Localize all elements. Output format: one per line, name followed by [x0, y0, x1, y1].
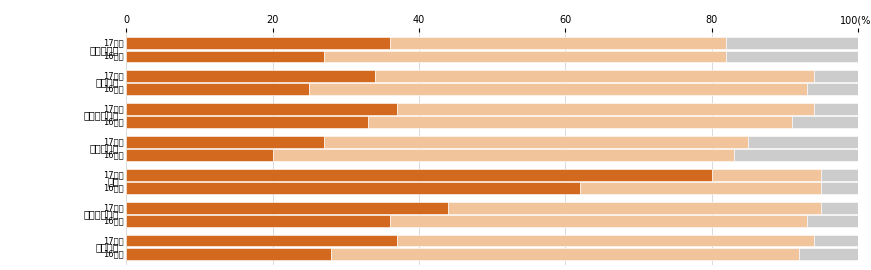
Bar	[580, 182, 821, 194]
Bar	[807, 215, 858, 227]
Bar	[126, 202, 449, 214]
Text: サービス: サービス	[96, 242, 119, 252]
Text: 機械器具製造: 機械器具製造	[84, 110, 119, 121]
Bar	[331, 248, 800, 260]
Bar	[126, 136, 324, 148]
Bar	[126, 83, 309, 95]
Text: 商社・流通: 商社・流通	[90, 143, 119, 154]
Text: 16年度: 16年度	[104, 52, 124, 61]
Bar	[368, 116, 792, 128]
Bar	[309, 83, 807, 95]
Text: 16年度: 16年度	[104, 151, 124, 160]
Text: 17年度: 17年度	[104, 236, 124, 245]
Bar	[449, 202, 821, 214]
Bar	[126, 70, 375, 82]
Text: 17年度: 17年度	[104, 39, 124, 48]
Bar	[126, 149, 273, 161]
Text: 17年度: 17年度	[104, 72, 124, 80]
Bar	[126, 182, 580, 194]
Bar	[397, 103, 814, 115]
Bar	[324, 136, 748, 148]
Text: 社会インフラ: 社会インフラ	[84, 209, 119, 219]
Bar	[792, 116, 858, 128]
Text: 16年度: 16年度	[104, 249, 124, 258]
Bar	[126, 248, 331, 260]
Bar	[126, 235, 397, 247]
Bar	[814, 235, 858, 247]
Bar	[712, 169, 821, 181]
Bar	[324, 50, 726, 62]
Bar	[126, 37, 389, 49]
Text: 16年度: 16年度	[104, 85, 124, 94]
Bar	[821, 202, 858, 214]
Text: 17年度: 17年度	[104, 170, 124, 179]
Bar	[273, 149, 733, 161]
Bar	[726, 50, 858, 62]
Text: 金融: 金融	[107, 176, 119, 187]
Bar	[126, 215, 389, 227]
Text: 16年度: 16年度	[104, 118, 124, 127]
Bar	[807, 83, 858, 95]
Bar	[126, 116, 368, 128]
Bar	[397, 235, 814, 247]
Text: 17年度: 17年度	[104, 203, 124, 212]
Bar	[726, 37, 858, 49]
Text: 16年度: 16年度	[104, 217, 124, 225]
Text: 素材製造: 素材製造	[96, 78, 119, 88]
Bar	[800, 248, 858, 260]
Bar	[821, 169, 858, 181]
Text: 17年度: 17年度	[104, 137, 124, 146]
Bar	[389, 37, 726, 49]
Bar	[126, 169, 712, 181]
Bar	[389, 215, 807, 227]
Bar	[126, 50, 324, 62]
Bar	[814, 103, 858, 115]
Bar	[126, 103, 397, 115]
Bar	[821, 182, 858, 194]
Text: 16年度: 16年度	[104, 184, 124, 193]
Bar	[814, 70, 858, 82]
Bar	[375, 70, 814, 82]
Text: 17年度: 17年度	[104, 104, 124, 113]
Bar	[733, 149, 858, 161]
Bar	[748, 136, 858, 148]
Text: 建設・土木: 建設・土木	[90, 45, 119, 55]
